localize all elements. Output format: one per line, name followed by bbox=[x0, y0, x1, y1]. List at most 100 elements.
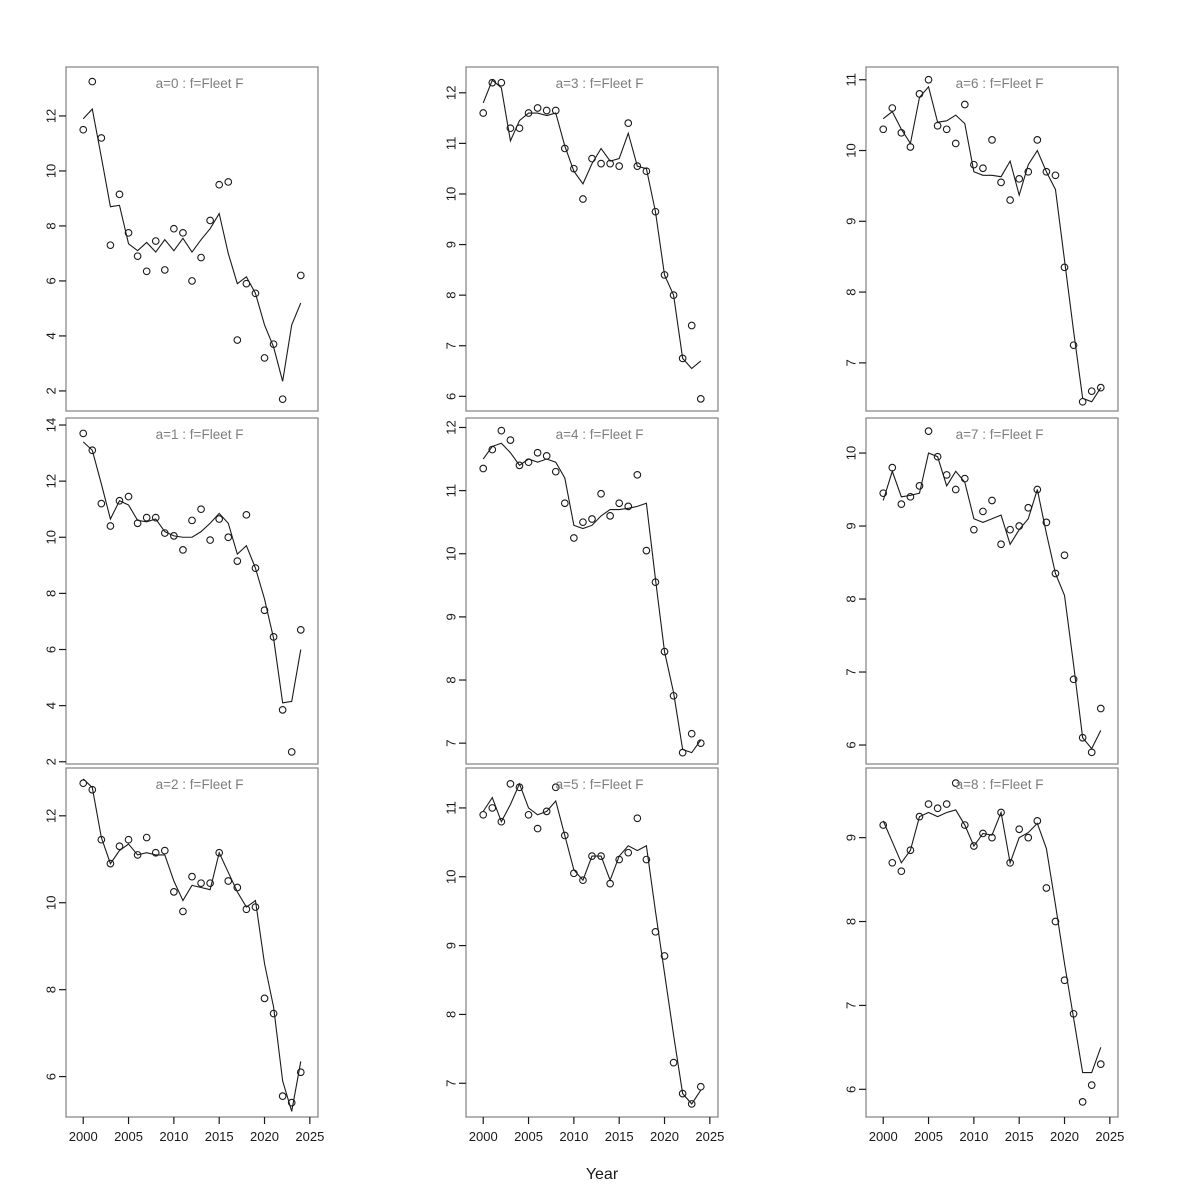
observed-point bbox=[260, 994, 269, 1003]
x-axis-tick-label: 2025 bbox=[295, 1129, 324, 1144]
observed-point bbox=[988, 136, 996, 144]
panel-border bbox=[465, 417, 719, 765]
panel-a2: a=2 : f=Fleet F 6 8 10 12 2000 2005 2010 2015 202… bbox=[44, 767, 324, 1144]
observed-point bbox=[497, 817, 506, 826]
observed-point bbox=[497, 426, 506, 435]
y-axis-tick-label: 7 bbox=[844, 668, 859, 675]
observed-point bbox=[687, 729, 696, 738]
observed-point bbox=[142, 267, 151, 276]
y-axis-tick-label: 12 bbox=[44, 109, 59, 123]
y-axis-tick-label: 6 bbox=[444, 393, 459, 400]
observed-point bbox=[224, 533, 233, 542]
fitted-line bbox=[82, 778, 302, 1112]
y-axis-tick-label: 8 bbox=[844, 595, 859, 602]
observed-point bbox=[224, 877, 233, 885]
x-axis-tick-label: 2025 bbox=[695, 1129, 724, 1144]
y-axis-tick-label: 9 bbox=[444, 942, 459, 949]
x-axis-tick-label: 2025 bbox=[1095, 1129, 1124, 1144]
observed-point bbox=[170, 532, 178, 540]
observed-point bbox=[479, 810, 488, 819]
observed-point bbox=[660, 271, 669, 279]
observed-point bbox=[1015, 522, 1024, 530]
observed-point bbox=[897, 500, 906, 508]
observed-point bbox=[79, 779, 88, 788]
y-axis-tick-label: 10 bbox=[444, 547, 459, 561]
observed-point bbox=[942, 800, 951, 808]
observed-point bbox=[233, 883, 242, 892]
observed-point bbox=[1051, 917, 1060, 926]
observed-point bbox=[251, 564, 260, 572]
observed-point bbox=[970, 160, 978, 169]
fitted-line bbox=[82, 107, 302, 382]
observed-point bbox=[479, 109, 488, 117]
observed-point bbox=[924, 75, 933, 84]
x-axis-tick-label: 2015 bbox=[1005, 1129, 1034, 1144]
observed-point bbox=[506, 436, 515, 444]
observed-point bbox=[269, 1009, 278, 1018]
observed-point bbox=[660, 952, 669, 960]
observed-point bbox=[624, 848, 633, 857]
observed-point bbox=[278, 395, 287, 404]
observed-point bbox=[1087, 1081, 1096, 1089]
panel-a4: a=4 : f=Fleet F 7 8 9 10 11 12 bbox=[444, 417, 719, 765]
observed-point bbox=[551, 106, 560, 115]
y-axis-tick-label: 8 bbox=[444, 292, 459, 299]
observed-point bbox=[951, 139, 960, 148]
observed-point bbox=[260, 606, 269, 615]
observed-point bbox=[79, 125, 88, 134]
observed-point bbox=[597, 852, 605, 860]
observed-point bbox=[1015, 174, 1024, 183]
observed-point bbox=[151, 237, 160, 245]
observed-point bbox=[179, 546, 187, 554]
observed-point bbox=[106, 859, 115, 868]
observed-point bbox=[206, 216, 214, 225]
y-axis-tick-label: 6 bbox=[44, 277, 59, 284]
observed-point bbox=[260, 354, 269, 362]
observed-point bbox=[124, 492, 133, 501]
observed-point bbox=[542, 807, 551, 816]
observed-point bbox=[642, 546, 651, 555]
x-axis-tick-label: 2010 bbox=[159, 1129, 188, 1144]
observed-point bbox=[488, 804, 497, 812]
y-axis-tick-label: 10 bbox=[444, 187, 459, 201]
observed-point bbox=[879, 125, 888, 134]
observed-point bbox=[133, 851, 142, 859]
y-axis-tick-label: 8 bbox=[44, 590, 59, 597]
observed-point bbox=[1060, 263, 1069, 272]
observed-point bbox=[678, 354, 687, 363]
observed-point bbox=[160, 846, 169, 855]
observed-point bbox=[542, 452, 551, 460]
y-axis-tick-label: 2 bbox=[44, 387, 59, 394]
observed-point bbox=[979, 507, 987, 516]
x-axis-tick-label: 2015 bbox=[205, 1129, 234, 1144]
observed-point bbox=[579, 876, 587, 885]
observed-point bbox=[951, 779, 960, 787]
observed-point bbox=[597, 159, 605, 168]
y-axis-tick-label: 8 bbox=[44, 222, 59, 229]
observed-point bbox=[1060, 551, 1069, 560]
observed-point bbox=[188, 516, 196, 525]
fitted-line bbox=[482, 442, 702, 754]
observed-point bbox=[696, 395, 705, 403]
observed-point bbox=[997, 178, 1005, 187]
observed-point bbox=[551, 467, 560, 476]
observed-point bbox=[179, 907, 187, 916]
panel-border bbox=[65, 66, 319, 412]
observed-point bbox=[1033, 817, 1042, 825]
y-axis-tick-label: 12 bbox=[44, 474, 59, 488]
observed-point bbox=[1006, 196, 1014, 204]
observed-point bbox=[97, 134, 106, 142]
observed-point bbox=[133, 252, 142, 261]
observed-point bbox=[251, 289, 260, 298]
observed-point bbox=[624, 119, 633, 128]
observed-point bbox=[588, 154, 596, 163]
panel-label: a=4 : f=Fleet F bbox=[556, 427, 644, 442]
observed-point bbox=[160, 529, 169, 537]
observed-point bbox=[1042, 167, 1051, 176]
observed-point bbox=[633, 814, 642, 823]
observed-point bbox=[97, 835, 106, 844]
observed-point bbox=[542, 106, 551, 115]
y-axis-tick-label: 6 bbox=[844, 1086, 859, 1093]
y-axis-tick-label: 6 bbox=[844, 741, 859, 748]
